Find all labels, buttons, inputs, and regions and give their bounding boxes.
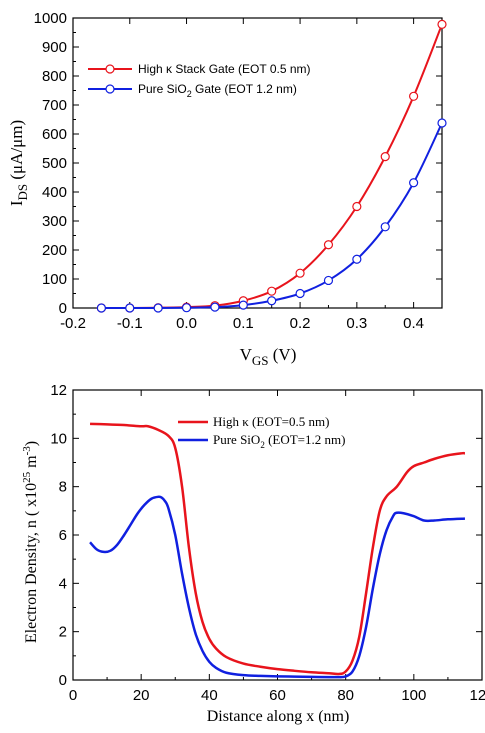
x-tick-label: 0.1 [233,315,254,332]
data-point [153,303,163,313]
legend-marker-sio2 [105,84,115,94]
ids-vgs-chart: -0.2 -0.1 0.0 0.1 0.2 0.3 0.4 0 100 200 300 400 500… [7,10,447,368]
x-tick-labels: 0 20 40 60 80 100 120 [69,687,485,704]
y-tick-labels: 0 100 200 300 400 500 600 700 800 900 1000 [34,10,67,317]
x-tick-label: 120 [469,687,485,704]
data-point [267,286,277,296]
data-point [295,268,305,278]
data-point [352,201,362,212]
x-axis-label: VGS (V) [240,345,297,368]
y-tick-label: 8 [59,479,67,496]
y-axis-label: IDS (μA/μm) [7,120,30,206]
x-tick-label: 0.2 [290,315,311,332]
data-point [295,288,305,299]
data-point [210,302,220,312]
y-tick-label: 900 [42,39,67,56]
y-tick-label: 4 [59,575,67,592]
y-tick-label: 2 [59,624,67,641]
data-point [409,91,419,101]
y-tick-label: 6 [59,527,67,544]
y-tick-label: 700 [42,97,67,114]
y-tick-label: 10 [50,430,67,447]
data-point [267,296,277,306]
x-tick-label: 20 [133,687,150,704]
data-point [380,222,390,232]
data-point [181,303,192,313]
data-point [125,303,135,313]
y-tick-label: 800 [42,68,67,85]
data-point [409,178,419,188]
x-tick-label: 80 [337,687,354,704]
x-tick-label: 0.4 [403,315,424,332]
legend: High κ Stack Gate (EOT 0.5 nm) Pure SiO2… [88,62,311,99]
y-axis-label: Electron Density, n ( x1025 m-3) [21,441,40,643]
x-tick-label: -0.1 [117,315,143,332]
x-tick-label: 40 [201,687,218,704]
data-point [323,240,334,250]
x-tick-labels: -0.2 -0.1 0.0 0.1 0.2 0.3 0.4 [60,315,424,332]
y-tick-label: 200 [42,242,67,259]
data-point [437,19,447,29]
legend-marker-high-k [105,64,115,74]
x-tick-label: 100 [401,687,426,704]
series-line-2 [101,122,443,310]
y-tick-label: 0 [59,300,67,317]
legend-label-high-k: High κ Stack Gate (EOT 0.5 nm) [138,62,311,76]
y-tick-label: 300 [42,213,67,230]
series-lines [96,19,447,313]
y-tick-label: 0 [59,672,67,689]
legend-label-high-k: High κ (EOT=0.5 nm) [213,414,329,429]
data-point [437,118,447,128]
y-tick-label: 100 [42,271,67,288]
x-tick-label: 0.3 [346,315,367,332]
y-tick-label: 500 [42,155,67,172]
y-tick-labels: 0 2 4 6 8 10 12 [50,382,67,689]
data-point [323,275,334,286]
y-tick-label: 400 [42,184,67,201]
data-point [380,152,390,162]
series-line-2 [89,495,466,679]
data-point [96,303,106,313]
legend: High κ (EOT=0.5 nm) Pure SiO2 (EOT=1.2 n… [178,414,345,450]
x-tick-label: 0.0 [176,315,197,332]
y-tick-label: 12 [50,382,67,399]
electron-density-chart: 0 20 40 60 80 100 120 0 2 4 6 8 10 12 Distance along… [21,382,485,725]
y-tick-label: 600 [42,126,67,143]
data-point [238,300,248,310]
x-tick-label: 0 [69,687,77,704]
data-point [352,254,362,264]
series-line-1 [90,422,466,676]
x-axis-label: Distance along x (nm) [207,708,350,725]
legend-label-sio2: Pure SiO2 Gate (EOT 1.2 nm) [138,82,297,99]
series-lines [89,422,466,679]
x-tick-label: 60 [269,687,286,704]
legend-label-sio2: Pure SiO2 (EOT=1.2 nm) [213,432,345,450]
y-tick-label: 1000 [34,10,67,27]
x-tick-label: -0.2 [60,315,86,332]
